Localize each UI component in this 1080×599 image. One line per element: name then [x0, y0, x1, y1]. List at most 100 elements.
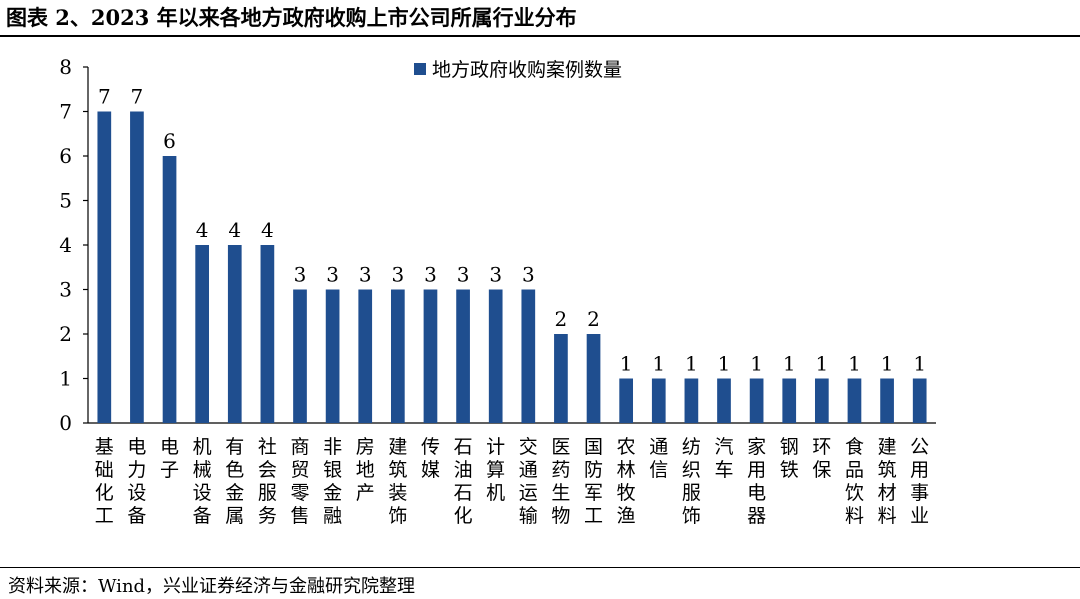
x-tick-label: 建筑材料 — [878, 436, 897, 527]
bar-chart: 地方政府收购案例数量 0123456787基础化工7电力设备6电子4机械设备4有… — [59, 55, 936, 527]
x-tick-label-char: 运 — [519, 482, 538, 504]
x-tick-label-char: 保 — [812, 459, 831, 481]
x-tick-label: 非银金融 — [323, 436, 342, 527]
data-label: 3 — [457, 263, 470, 287]
x-tick-label-char: 售 — [290, 505, 309, 527]
data-label: 1 — [815, 352, 828, 376]
bar — [880, 378, 894, 423]
data-label: 1 — [620, 352, 633, 376]
x-tick-label-char: 饰 — [682, 505, 701, 527]
x-tick-label: 基础化工 — [95, 436, 114, 527]
x-tick-label: 公用事业 — [910, 436, 929, 527]
x-tick-label-char: 通 — [519, 459, 538, 481]
data-label: 1 — [652, 352, 665, 376]
bar — [358, 289, 373, 423]
bar — [325, 289, 340, 423]
x-tick-label-char: 金 — [323, 482, 342, 504]
chart-legend: 地方政府收购案例数量 — [414, 59, 622, 81]
data-label: 1 — [848, 352, 861, 376]
x-tick-label-char: 交 — [519, 436, 538, 458]
x-tick-label: 有色金属 — [225, 436, 244, 527]
x-tick-label: 房地产 — [356, 436, 375, 504]
data-label: 3 — [294, 263, 307, 287]
bar — [488, 289, 503, 423]
x-tick-label-char: 筑 — [388, 459, 407, 481]
x-tick-label-char: 事 — [910, 482, 929, 504]
x-tick-label-char: 产 — [356, 482, 375, 504]
x-tick-label: 通信 — [649, 436, 668, 481]
x-tick-label-char: 商 — [290, 436, 309, 458]
x-tick-label-char: 地 — [356, 459, 375, 481]
x-tick-label-char: 机 — [193, 436, 212, 458]
x-tick-label-char: 牧 — [617, 482, 636, 504]
x-tick-label-char: 输 — [519, 505, 538, 527]
bar — [227, 245, 242, 423]
y-tick-label: 2 — [59, 322, 72, 346]
x-tick-label-char: 药 — [551, 459, 570, 481]
bar — [684, 378, 699, 423]
x-tick-label-char: 服 — [258, 482, 277, 504]
x-tick-label-char: 础 — [95, 459, 114, 481]
x-tick-label-char: 机 — [486, 482, 505, 504]
bar — [130, 111, 144, 423]
x-tick-label-char: 渔 — [617, 505, 636, 527]
y-tick-label: 7 — [59, 100, 72, 124]
y-tick-label: 6 — [59, 144, 72, 168]
x-tick-label-char: 零 — [290, 482, 309, 504]
x-tick-label-char: 计 — [486, 436, 505, 458]
x-tick-label-char: 信 — [649, 459, 668, 481]
data-label: 3 — [359, 263, 372, 287]
x-tick-label-char: 钢 — [780, 436, 799, 458]
x-tick-label-char: 非 — [323, 436, 342, 458]
x-tick-label-char: 饰 — [388, 505, 407, 527]
x-tick-label: 钢铁 — [780, 436, 799, 481]
data-label: 4 — [196, 218, 209, 242]
bar — [456, 289, 470, 423]
x-tick-label-char: 车 — [714, 459, 733, 481]
x-tick-label-char: 金 — [225, 482, 244, 504]
bar — [782, 378, 797, 423]
x-tick-label-char: 材 — [878, 482, 897, 504]
legend-swatch — [414, 63, 426, 75]
x-tick-label-char: 电 — [127, 436, 146, 458]
x-tick-label-char: 化 — [454, 505, 473, 527]
x-tick-label-char: 环 — [812, 436, 831, 458]
x-tick-label-char: 汽 — [714, 436, 733, 458]
bar — [717, 378, 731, 423]
data-label: 4 — [261, 218, 274, 242]
x-tick-label-char: 饮 — [845, 482, 864, 504]
bar — [651, 378, 666, 423]
x-tick-label-char: 传 — [421, 436, 440, 458]
x-tick-label-char: 筑 — [878, 459, 897, 481]
x-tick-label-char: 物 — [551, 505, 570, 527]
x-tick-label-char: 建 — [878, 436, 897, 458]
x-tick-label: 建筑装饰 — [388, 436, 407, 527]
x-tick-label-char: 电 — [747, 482, 766, 504]
x-tick-label: 石油石化 — [454, 436, 473, 527]
data-label: 3 — [391, 263, 404, 287]
y-tick-label: 0 — [59, 411, 72, 435]
bar — [195, 245, 210, 423]
data-label: 1 — [881, 352, 894, 376]
x-tick-label-char: 电 — [160, 436, 179, 458]
bottom-rule — [0, 567, 1080, 568]
x-tick-label: 食品饮料 — [845, 436, 864, 527]
x-tick-label-char: 生 — [551, 482, 570, 504]
x-tick-label-char: 力 — [127, 459, 146, 481]
x-tick-label-char: 料 — [845, 505, 864, 527]
x-tick-label-char: 料 — [878, 505, 897, 527]
x-tick-label-char: 属 — [225, 505, 244, 527]
x-tick-label-char: 油 — [454, 459, 473, 481]
data-label: 6 — [163, 129, 176, 153]
data-label: 1 — [783, 352, 796, 376]
x-tick-label-char: 通 — [649, 436, 668, 458]
bar — [814, 378, 829, 423]
bar — [293, 289, 307, 423]
bar — [521, 289, 536, 423]
data-label: 4 — [228, 218, 241, 242]
x-tick-label-char: 融 — [323, 505, 342, 527]
bar — [260, 245, 275, 423]
x-tick-label: 传媒 — [421, 436, 440, 481]
x-tick-label-char: 织 — [682, 459, 701, 481]
bar — [162, 156, 177, 423]
